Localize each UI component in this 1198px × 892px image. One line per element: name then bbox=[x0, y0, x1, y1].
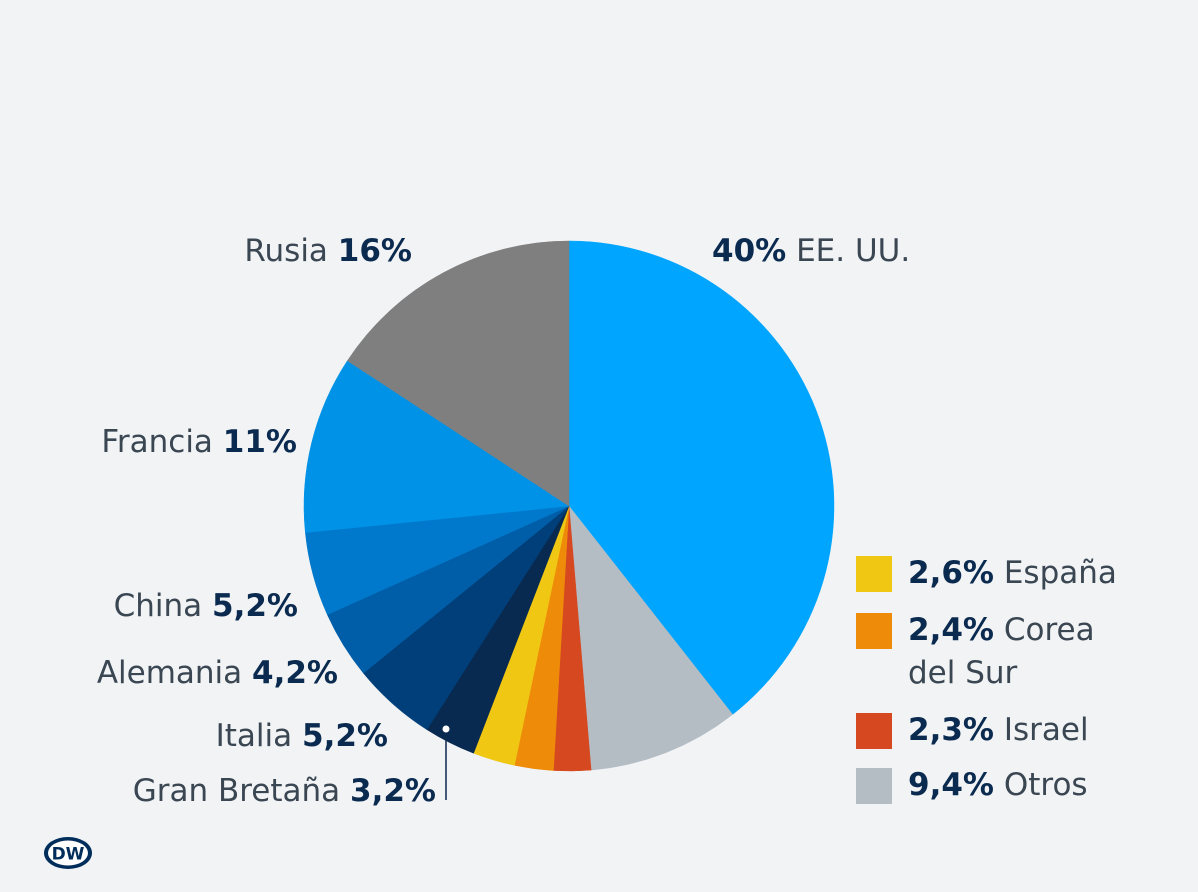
label-rusia: Rusia 16% bbox=[244, 233, 412, 269]
label-alemania-pct: 4,2% bbox=[252, 655, 338, 691]
pie-slice-rusia bbox=[347, 240, 570, 507]
legend-name-espana: España bbox=[1003, 555, 1117, 591]
pie-slice-otros bbox=[568, 505, 733, 771]
label-rusia-name: Rusia bbox=[244, 233, 328, 269]
legend-item-espana: 2,6% España bbox=[856, 552, 1186, 609]
label-italia-pct: 5,2% bbox=[302, 718, 388, 754]
pie-slice-francia bbox=[303, 360, 570, 533]
legend-pct-espana: 2,6% bbox=[908, 555, 994, 591]
label-italia-name: Italia bbox=[216, 718, 293, 754]
pie-slice-ee-uu- bbox=[568, 240, 835, 715]
legend-name2-corea: del Sur bbox=[908, 655, 1018, 691]
label-gran-bretana-name: Gran Bretaña bbox=[133, 773, 340, 809]
label-eeuu-pct: 40% bbox=[712, 233, 786, 269]
label-rusia-pct: 16% bbox=[338, 233, 412, 269]
dw-logo: DW bbox=[44, 837, 92, 869]
pie-slices bbox=[303, 240, 835, 772]
label-alemania: Alemania 4,2% bbox=[97, 655, 338, 691]
legend-item-otros: 9,4% Otros bbox=[856, 764, 1186, 807]
legend-pct-corea: 2,4% bbox=[908, 612, 994, 648]
label-eeuu: 40% EE. UU. bbox=[712, 233, 910, 269]
label-francia-pct: 11% bbox=[223, 424, 297, 460]
legend-pct-israel: 2,3% bbox=[908, 712, 994, 748]
label-eeuu-name: EE. UU. bbox=[796, 233, 910, 269]
legend-name-corea: Corea bbox=[1003, 612, 1095, 648]
svg-text:DW: DW bbox=[52, 845, 85, 865]
legend-name-otros: Otros bbox=[1003, 767, 1088, 803]
gran-bretana-leader-dot bbox=[442, 725, 450, 733]
legend-swatch-corea bbox=[856, 613, 892, 649]
legend-swatch-israel bbox=[856, 713, 892, 749]
legend-item-corea: 2,4% Corea del Sur bbox=[856, 609, 1186, 709]
label-francia: Francia 11% bbox=[101, 424, 297, 460]
label-francia-name: Francia bbox=[101, 424, 213, 460]
label-china: China 5,2% bbox=[114, 588, 298, 624]
label-italia: Italia 5,2% bbox=[216, 718, 388, 754]
label-gran-bretana-pct: 3,2% bbox=[350, 773, 436, 809]
legend: 2,6% España 2,4% Corea del Sur 2,3% Isra… bbox=[856, 552, 1186, 807]
label-gran-bretana: Gran Bretaña 3,2% bbox=[133, 773, 436, 809]
legend-pct-otros: 9,4% bbox=[908, 767, 994, 803]
legend-name-israel: Israel bbox=[1003, 712, 1089, 748]
legend-swatch-otros bbox=[856, 768, 892, 804]
label-china-name: China bbox=[114, 588, 203, 624]
label-alemania-name: Alemania bbox=[97, 655, 242, 691]
legend-item-israel: 2,3% Israel bbox=[856, 709, 1186, 764]
label-china-pct: 5,2% bbox=[212, 588, 298, 624]
legend-swatch-espana bbox=[856, 556, 892, 592]
